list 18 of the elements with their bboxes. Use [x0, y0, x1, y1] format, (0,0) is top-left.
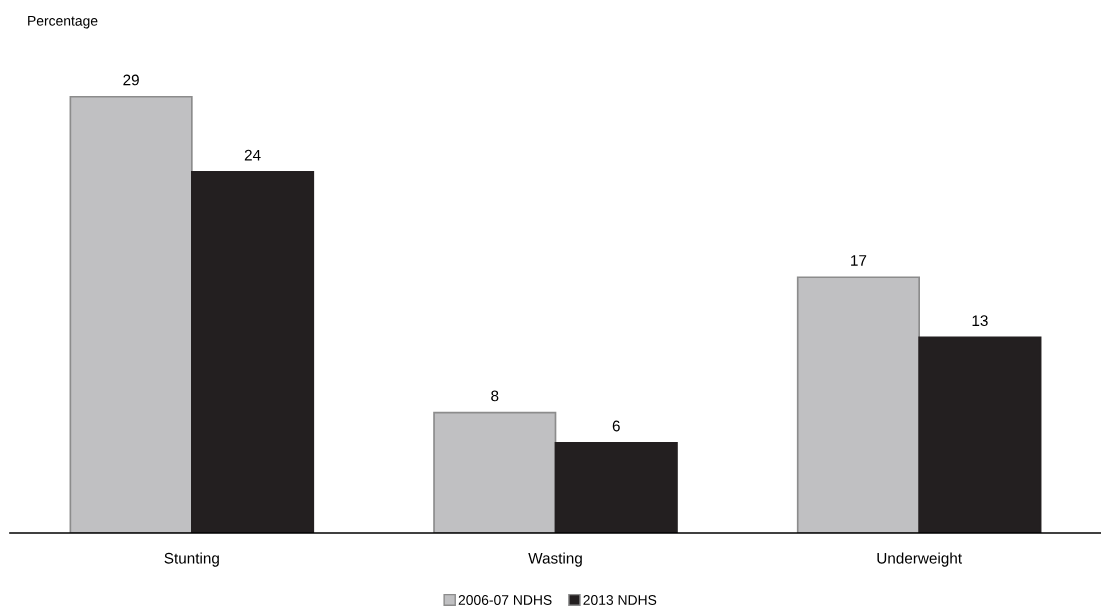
bar	[554, 441, 678, 533]
x-tick-label: Wasting	[528, 552, 582, 567]
data-label: 29	[123, 74, 139, 86]
data-label: 13	[972, 315, 988, 327]
legend-label: 2006-07 NDHS	[458, 595, 552, 605]
legend-label: 2013 NDHS	[583, 595, 657, 605]
data-label: 17	[851, 255, 867, 266]
bar	[190, 171, 315, 533]
bar	[796, 276, 921, 533]
x-tick-label: Underweight	[877, 552, 962, 567]
bar	[918, 336, 1042, 533]
bar	[433, 411, 557, 533]
bar	[69, 95, 193, 533]
y-axis-title: Percentage	[28, 16, 98, 29]
x-tick-label: Stunting	[164, 552, 219, 567]
data-label: 8	[491, 390, 499, 402]
data-label: 24	[244, 149, 261, 161]
data-label: 6	[612, 420, 620, 432]
